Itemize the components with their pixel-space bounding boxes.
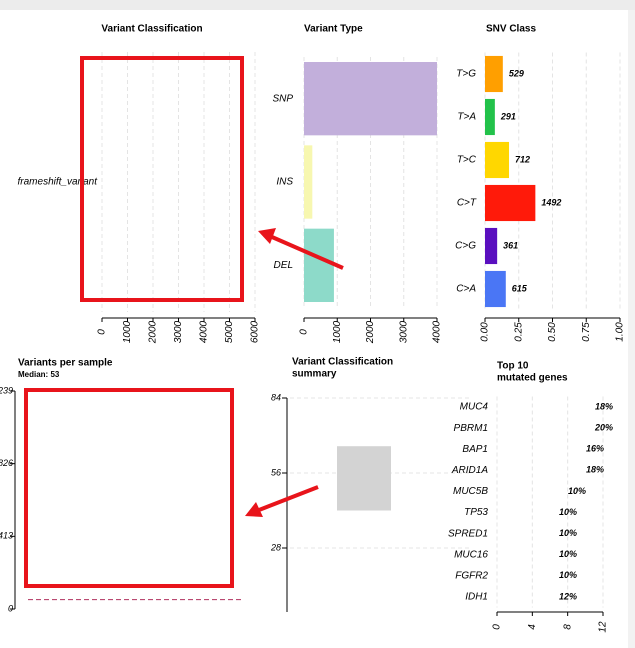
y-tick-label: 28 [270,542,281,552]
count-label: 1492 [541,197,561,207]
x-tick-label: 0 [97,329,108,335]
category-label: T>C [457,155,477,166]
percent-label: 18% [586,465,604,475]
chart-title: SNV Class [486,24,536,35]
x-tick-label: 0.25 [513,322,524,342]
y-tick-label: 0 [8,603,13,613]
x-tick-label: 1000 [332,320,343,343]
category-label: ARID1A [451,465,488,476]
bar [304,62,437,136]
x-tick-label: 3000 [173,320,184,343]
percent-label: 10% [559,570,577,580]
chart-title: Variants per sample [18,358,113,369]
x-tick-label: 1000 [122,320,133,343]
category-label: FGFR2 [455,570,488,581]
x-tick-label: 0 [492,624,503,630]
arrow [258,485,319,512]
percent-label: 10% [568,486,586,496]
chart-title: Variant Classification [101,24,202,35]
chart-title: Variant Type [304,24,363,35]
count-label: 361 [503,240,518,250]
bar [304,228,334,302]
bar [304,145,313,219]
bar [485,227,498,265]
category-label: MUC4 [460,402,489,413]
scrollbar [628,10,635,648]
percent-label: 10% [559,549,577,559]
chart-subtitle: Median: 53 [18,370,60,379]
x-tick-label: 4000 [432,320,443,343]
chart-title: Variant Classification [292,357,393,368]
bar [485,184,536,222]
percent-label: 12% [559,591,577,601]
bar [485,98,495,136]
count-label: 529 [509,68,524,78]
category-label: MUC16 [454,549,488,560]
x-tick-label: 4000 [199,320,210,343]
category-label: TP53 [464,507,488,518]
highlight-box [80,56,244,302]
bar [485,141,510,179]
category-label: C>A [456,284,476,295]
category-label: SPRED1 [448,528,488,539]
category-label: C>T [457,198,477,209]
category-label: SNP [272,93,293,104]
x-tick-label: 2000 [148,320,159,344]
y-tick-label: 1239 [0,385,13,395]
top-bar [0,0,635,10]
category-label: INS [276,177,293,188]
chart-title: mutated genes [497,373,568,384]
category-label: T>A [457,112,476,123]
percent-label: 16% [586,444,604,454]
arrowhead [245,502,263,517]
count-label: 291 [500,111,516,121]
category-label: T>G [456,69,476,80]
box [337,446,391,511]
annotations [24,56,344,588]
x-tick-label: 0.75 [581,322,592,342]
highlight-box [24,388,234,588]
bar [485,270,506,308]
arrow [271,235,344,270]
percent-label: 10% [559,507,577,517]
arrowhead [258,228,276,244]
chart-title: Top 10 [497,361,529,372]
x-tick-label: 4 [527,624,538,630]
x-tick-label: 12 [598,621,609,633]
y-tick-label: 84 [271,392,281,402]
y-tick-label: 56 [271,467,281,477]
category-label: frameshift_variant [18,177,99,188]
category-label: C>G [455,241,476,252]
x-tick-label: 0.50 [547,322,558,342]
chart-title: summary [292,369,337,380]
count-label: 615 [512,283,528,293]
bar [485,55,503,93]
category-label: MUC5B [453,486,488,497]
category-label: IDH1 [465,592,488,603]
x-tick-label: 5000 [224,320,235,343]
percent-label: 20% [594,423,613,433]
x-tick-label: 0.00 [480,322,491,342]
x-tick-label: 2000 [365,320,376,344]
x-tick-label: 6000 [250,320,261,343]
category-label: PBRM1 [454,423,488,434]
y-tick-label: 826 [0,458,13,468]
y-tick-label: 413 [0,531,13,541]
percent-label: 10% [559,528,577,538]
category-label: DEL [274,260,293,271]
x-tick-label: 1.00 [615,322,626,342]
category-label: BAP1 [462,444,488,455]
x-tick-label: 8 [562,624,573,630]
x-tick-label: 3000 [398,320,409,343]
x-tick-label: 0 [299,329,310,335]
count-label: 712 [515,154,530,164]
percent-label: 18% [595,401,613,411]
